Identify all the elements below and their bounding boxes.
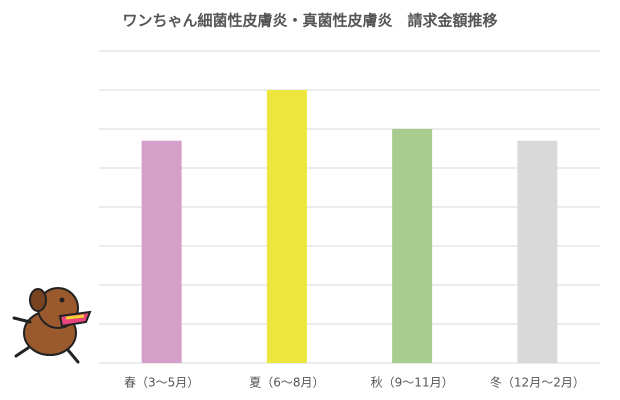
bar: [392, 129, 433, 363]
dog-illustration: [12, 287, 92, 364]
x-tick-label: 冬（12月〜2月）: [490, 375, 585, 390]
x-tick-label: 春（3〜5月）: [124, 376, 199, 390]
x-tick-label: 秋（9〜11月）: [371, 376, 454, 390]
bar: [141, 140, 182, 363]
x-tick-label: 夏（6〜8月）: [249, 376, 324, 390]
chart-title: ワンちゃん細菌性皮膚炎・真菌性皮膚炎 請求金額推移: [122, 12, 497, 30]
bar: [266, 90, 307, 363]
bar: [517, 140, 558, 363]
